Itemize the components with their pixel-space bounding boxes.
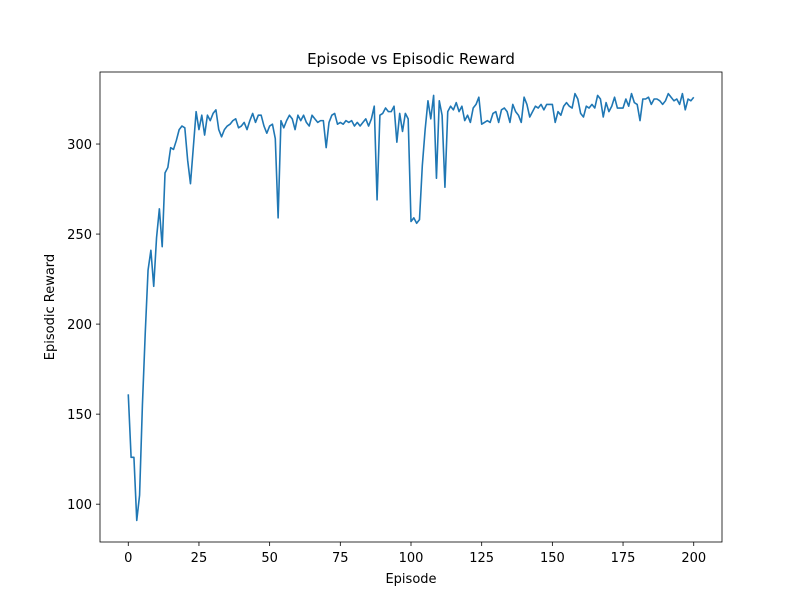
y-tick-label: 150 [67,408,92,423]
chart-title: Episode vs Episodic Reward [307,50,515,68]
y-tick-label: 250 [67,228,92,243]
data-line [127,92,695,522]
x-tick-label: 175 [611,551,636,566]
y-axis-label: Episodic Reward [43,254,58,360]
y-tick-label: 100 [67,498,92,513]
y-tick-label: 300 [67,138,92,153]
x-tick-label: 25 [191,551,208,566]
x-axis-label: Episode [385,572,436,587]
x-tick-label: 100 [399,551,424,566]
x-tick-label: 200 [681,551,706,566]
x-tick-label: 125 [469,551,494,566]
x-tick-label: 50 [261,551,278,566]
x-tick-label: 0 [124,551,132,566]
x-tick-label: 150 [540,551,565,566]
y-tick-label: 200 [67,318,92,333]
x-tick-label: 75 [332,551,349,566]
